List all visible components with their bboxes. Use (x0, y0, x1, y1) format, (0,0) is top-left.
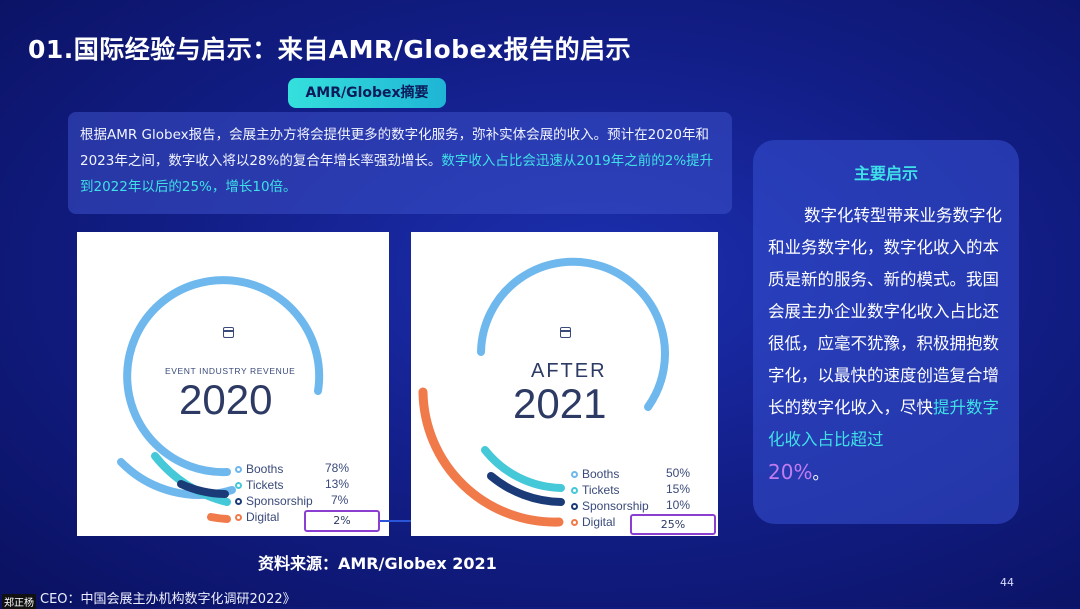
legend-label: Tickets (582, 483, 620, 497)
booths-dot-icon (571, 471, 578, 479)
booths-dot-icon (235, 466, 242, 474)
sponsorship-dot-icon (235, 498, 242, 506)
digital-highlight-box-2021: 25% (630, 514, 716, 535)
legend-value: 50% (666, 466, 691, 480)
footer-reference: CEO：中国会展主办机构数字化调研2022》 (40, 592, 296, 607)
chart-card-2021: AFTER 2021 Booths 50% Tickets 15% Sponso… (411, 232, 718, 536)
watermark-label: 郑正杨 (2, 594, 36, 609)
tickets-dot-icon (571, 487, 578, 495)
chart-card-2020: EVENT INDUSTRY REVENUE 2020 Booths 78% T… (77, 232, 389, 536)
panel-body-highlight: 提升数字化收入占比超过 (768, 398, 999, 449)
summary-tag: AMR/Globex摘要 (288, 78, 446, 108)
legend-label: Tickets (246, 478, 284, 492)
panel-body-text: 数字化转型带来业务数字化和业务数字化，数字化收入的本质是新的服务、新的模式。我国… (768, 206, 1002, 417)
chart-year-2020: 2020 (179, 376, 273, 423)
legend-value: 2% (333, 514, 351, 527)
legend-value: 78% (325, 461, 350, 475)
insights-panel: 主要启示 数字化转型带来业务数字化和业务数字化，数字化收入的本质是新的服务、新的… (753, 140, 1019, 524)
chart-caption-2021: AFTER (531, 360, 607, 382)
legend-2020: Booths 78% Tickets 13% Sponsorship 7% Di… (235, 461, 385, 531)
legend-label: Sponsorship (582, 499, 649, 513)
chart-caption-2020: EVENT INDUSTRY REVENUE (165, 366, 296, 376)
calendar-icon (560, 327, 571, 338)
legend-value: 13% (325, 477, 350, 491)
digital-dot-icon (571, 519, 578, 527)
legend-label: Sponsorship (246, 494, 313, 508)
panel-body-percent: 20% (768, 460, 813, 484)
legend-value: 15% (666, 482, 691, 496)
panel-body: 数字化转型带来业务数字化和业务数字化，数字化收入的本质是新的服务、新的模式。我国… (768, 200, 1008, 490)
summary-highlight: 数字收入占比会迅速从2019年之前的2%提升到2022年以后的25%，增长10倍… (80, 153, 714, 195)
tickets-dot-icon (235, 482, 242, 490)
digital-dot-icon (235, 514, 242, 522)
page-title: 01.国际经验与启示：来自AMR/Globex报告的启示 (28, 35, 632, 64)
legend-value: 25% (660, 518, 686, 531)
digital-highlight-box-2020: 2% (304, 510, 380, 532)
panel-body-end: 。 (812, 464, 829, 483)
summary-box: 根据AMR Globex报告，会展主办方将会提供更多的数字化服务，弥补实体会展的… (68, 112, 732, 214)
summary-text: 根据AMR Globex报告，会展主办方将会提供更多的数字化服务，弥补实体会展的… (80, 127, 710, 169)
page-number: 44 (1000, 576, 1014, 589)
legend-label: Digital (246, 510, 280, 524)
sponsorship-dot-icon (571, 503, 578, 511)
source-caption: 资料来源：AMR/Globex 2021 (258, 554, 497, 573)
calendar-icon (223, 327, 234, 338)
legend-label: Booths (246, 462, 284, 476)
legend-2021: Booths 50% Tickets 15% Sponsorship 10% D… (571, 466, 716, 532)
ring-chart-2021 (418, 257, 669, 527)
chart-year-2021: 2021 (513, 380, 607, 427)
ring-chart-2020 (117, 276, 324, 523)
legend-value: 10% (666, 498, 691, 512)
legend-label: Digital (582, 515, 616, 529)
legend-label: Booths (582, 467, 620, 481)
legend-value: 7% (331, 493, 349, 507)
panel-title: 主要启示 (853, 164, 918, 183)
